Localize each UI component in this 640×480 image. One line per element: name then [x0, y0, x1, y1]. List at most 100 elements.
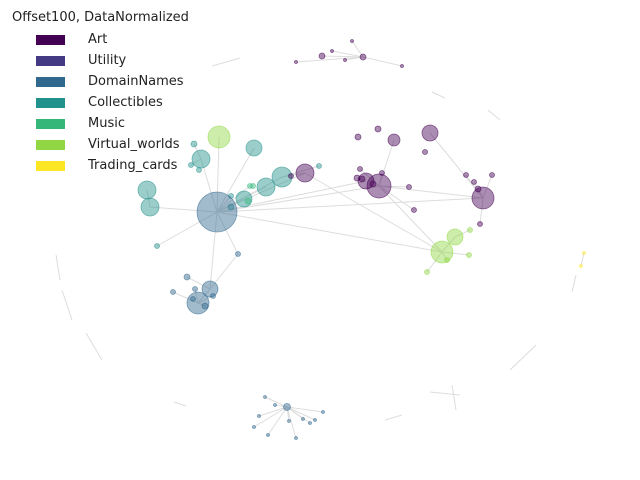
edge — [441, 236, 456, 253]
node-domainnames — [192, 286, 198, 292]
legend-title: Offset100, DataNormalized — [12, 10, 189, 25]
edge — [465, 174, 484, 199]
node-art — [366, 173, 392, 199]
edge — [286, 406, 316, 421]
legend-item-domainnames: DomainNames — [36, 71, 189, 92]
node-art — [411, 207, 417, 213]
edge — [477, 188, 484, 199]
node-art — [294, 60, 298, 64]
node-virtual-worlds — [207, 125, 231, 149]
node-music — [247, 183, 253, 189]
edge — [479, 197, 484, 225]
node-trading-cards — [582, 251, 586, 255]
edge — [258, 406, 288, 417]
edge — [431, 91, 446, 99]
edge — [441, 251, 448, 261]
legend-item-trading-cards: Trading_cards — [36, 155, 189, 176]
legend-swatch-music — [36, 118, 65, 129]
legend-swatch-art — [36, 34, 65, 45]
node-art — [421, 124, 439, 142]
edges-layer — [55, 40, 585, 439]
edge — [384, 414, 403, 421]
node-virtual-worlds — [444, 257, 450, 263]
edge — [216, 211, 239, 255]
edge — [61, 289, 73, 321]
edge — [378, 139, 395, 187]
node-art — [477, 221, 483, 227]
legend-item-virtual-worlds: Virtual_worlds — [36, 134, 189, 155]
node-domainnames — [283, 403, 291, 411]
node-art — [400, 64, 404, 68]
edge — [429, 132, 484, 199]
edge — [209, 253, 239, 290]
edge — [487, 109, 501, 121]
node-domainnames — [313, 418, 317, 422]
node-domainnames — [183, 273, 191, 281]
edge — [186, 276, 211, 290]
edge — [509, 344, 537, 371]
node-virtual-worlds — [467, 227, 473, 233]
edge — [173, 401, 187, 407]
edge — [216, 185, 251, 213]
node-virtual-worlds — [424, 269, 430, 275]
node-art — [374, 125, 382, 133]
edge — [580, 252, 585, 267]
node-domainnames — [235, 251, 241, 257]
node-art — [330, 49, 334, 53]
legend: Offset100, DataNormalized Art Utility Do… — [12, 10, 189, 176]
edge — [286, 406, 311, 424]
legend-swatch-collectibles — [36, 97, 65, 108]
node-domainnames — [201, 302, 209, 310]
node-domainnames — [294, 436, 298, 440]
node-art — [350, 39, 354, 43]
edge — [378, 185, 484, 199]
edge — [286, 406, 297, 439]
edge — [216, 147, 255, 213]
edge — [209, 211, 218, 290]
node-art — [406, 184, 412, 190]
edge — [216, 172, 306, 213]
edge — [264, 396, 288, 408]
edge — [216, 136, 220, 213]
edge — [85, 332, 103, 361]
edge — [211, 57, 241, 67]
node-collectibles — [137, 180, 157, 200]
node-art — [354, 133, 362, 141]
node-collectibles — [235, 190, 253, 208]
edge — [286, 406, 324, 413]
legend-label-utility: Utility — [88, 53, 127, 68]
edge — [451, 384, 457, 411]
edge — [571, 274, 577, 293]
node-domainnames — [287, 419, 291, 423]
edge — [156, 211, 218, 247]
node-collectibles — [191, 149, 211, 169]
node-music — [250, 183, 256, 189]
node-art — [318, 52, 326, 60]
node-domainnames — [301, 417, 305, 421]
node-domainnames — [252, 425, 256, 429]
edge — [426, 251, 443, 273]
edge — [197, 302, 206, 307]
node-art — [489, 172, 495, 178]
node-domainnames — [170, 289, 176, 295]
node-virtual-worlds — [446, 228, 464, 246]
edge — [197, 288, 211, 304]
node-domainnames — [257, 414, 261, 418]
node-art — [463, 172, 469, 178]
node-collectibles — [227, 203, 235, 211]
edge — [378, 185, 415, 211]
legend-label-trading-cards: Trading_cards — [88, 158, 178, 173]
node-domainnames — [321, 410, 325, 414]
node-art — [359, 53, 367, 61]
legend-label-virtual-worlds: Virtual_worlds — [88, 137, 180, 152]
node-collectibles — [154, 243, 160, 249]
node-art — [387, 133, 401, 147]
node-virtual-worlds — [466, 252, 472, 258]
legend-item-collectibles: Collectibles — [36, 92, 189, 113]
node-art — [288, 173, 294, 179]
edge — [149, 206, 218, 213]
node-domainnames — [196, 191, 238, 233]
edge — [216, 211, 443, 253]
edge — [331, 50, 364, 58]
node-art — [369, 180, 377, 188]
